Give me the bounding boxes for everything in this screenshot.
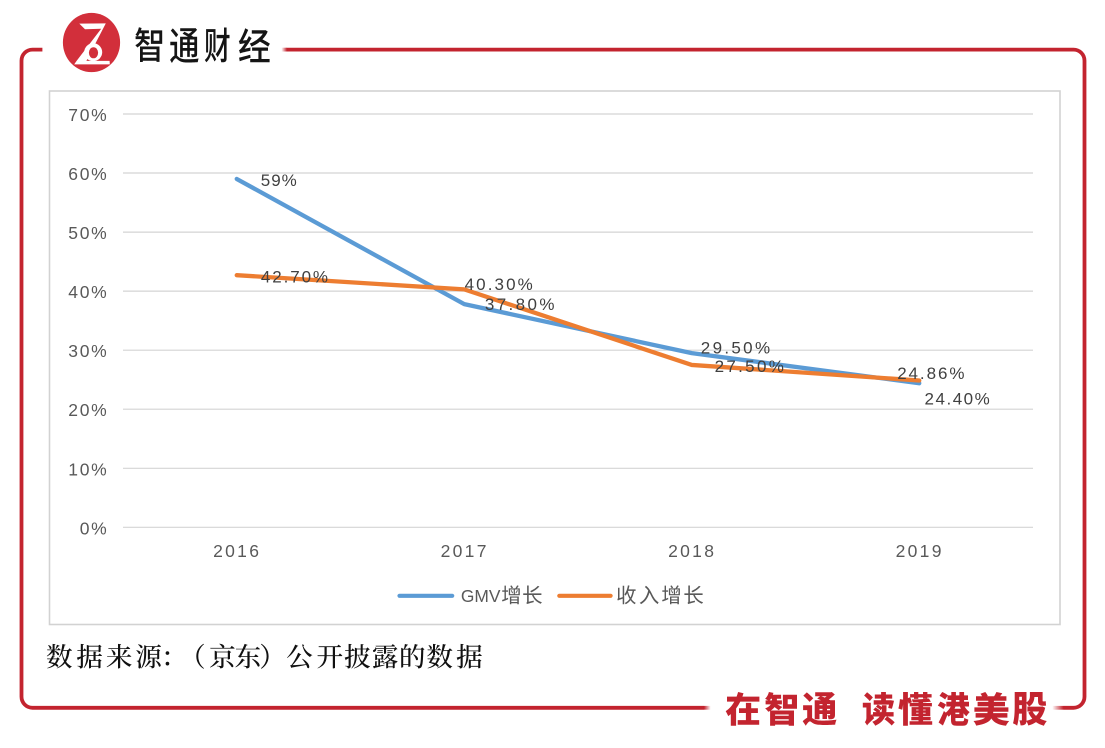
svg-text:60%: 60% (68, 164, 108, 184)
svg-text:29.50%: 29.50% (701, 339, 773, 358)
svg-text:24.86%: 24.86% (897, 364, 966, 383)
svg-text:40%: 40% (68, 282, 108, 302)
svg-text:59%: 59% (261, 171, 298, 190)
svg-text:2017: 2017 (441, 541, 489, 561)
svg-text:2019: 2019 (896, 541, 944, 561)
svg-text:40.30%: 40.30% (465, 275, 535, 294)
svg-text:42.70%: 42.70% (261, 267, 330, 286)
svg-text:0%: 0% (80, 518, 109, 538)
svg-text:50%: 50% (68, 223, 108, 243)
svg-text:70%: 70% (68, 105, 108, 125)
svg-text:GMV: GMV (461, 586, 501, 606)
svg-text:24.40%: 24.40% (925, 389, 992, 408)
svg-text:30%: 30% (68, 341, 108, 361)
svg-text:2016: 2016 (213, 541, 261, 561)
svg-text:27.50%: 27.50% (715, 357, 787, 376)
svg-text:37.80%: 37.80% (485, 295, 557, 314)
svg-text:20%: 20% (68, 400, 108, 420)
svg-text:2018: 2018 (668, 541, 716, 561)
svg-text:10%: 10% (68, 459, 108, 479)
